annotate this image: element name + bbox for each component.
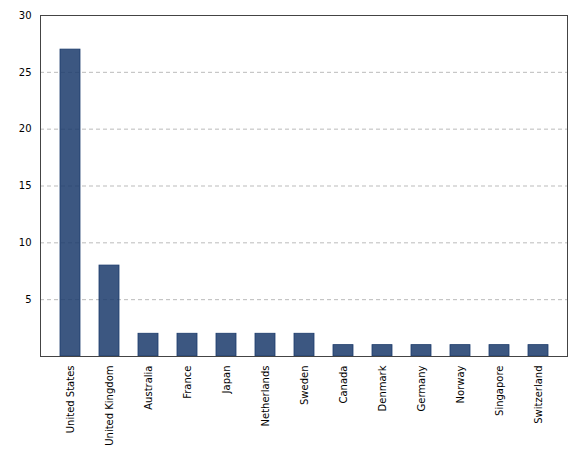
- svg-text:10: 10: [19, 237, 32, 248]
- svg-text:United States: United States: [65, 366, 76, 434]
- svg-text:Sweden: Sweden: [299, 366, 310, 406]
- svg-text:Netherlands: Netherlands: [260, 366, 271, 427]
- svg-text:25: 25: [19, 67, 32, 78]
- svg-text:5: 5: [25, 294, 31, 305]
- svg-text:20: 20: [19, 123, 32, 134]
- svg-text:Norway: Norway: [455, 365, 466, 403]
- svg-text:30: 30: [19, 10, 32, 21]
- svg-text:United Kingdom: United Kingdom: [104, 366, 115, 446]
- svg-text:Germany: Germany: [416, 365, 427, 411]
- svg-text:15: 15: [19, 180, 32, 191]
- svg-text:Japan: Japan: [221, 366, 232, 395]
- svg-text:Switzerland: Switzerland: [533, 366, 544, 424]
- svg-text:Denmark: Denmark: [377, 365, 388, 411]
- svg-text:Australia: Australia: [143, 366, 154, 410]
- svg-text:Singapore: Singapore: [494, 366, 505, 416]
- svg-text:Canada: Canada: [338, 366, 349, 404]
- svg-text:France: France: [182, 366, 193, 399]
